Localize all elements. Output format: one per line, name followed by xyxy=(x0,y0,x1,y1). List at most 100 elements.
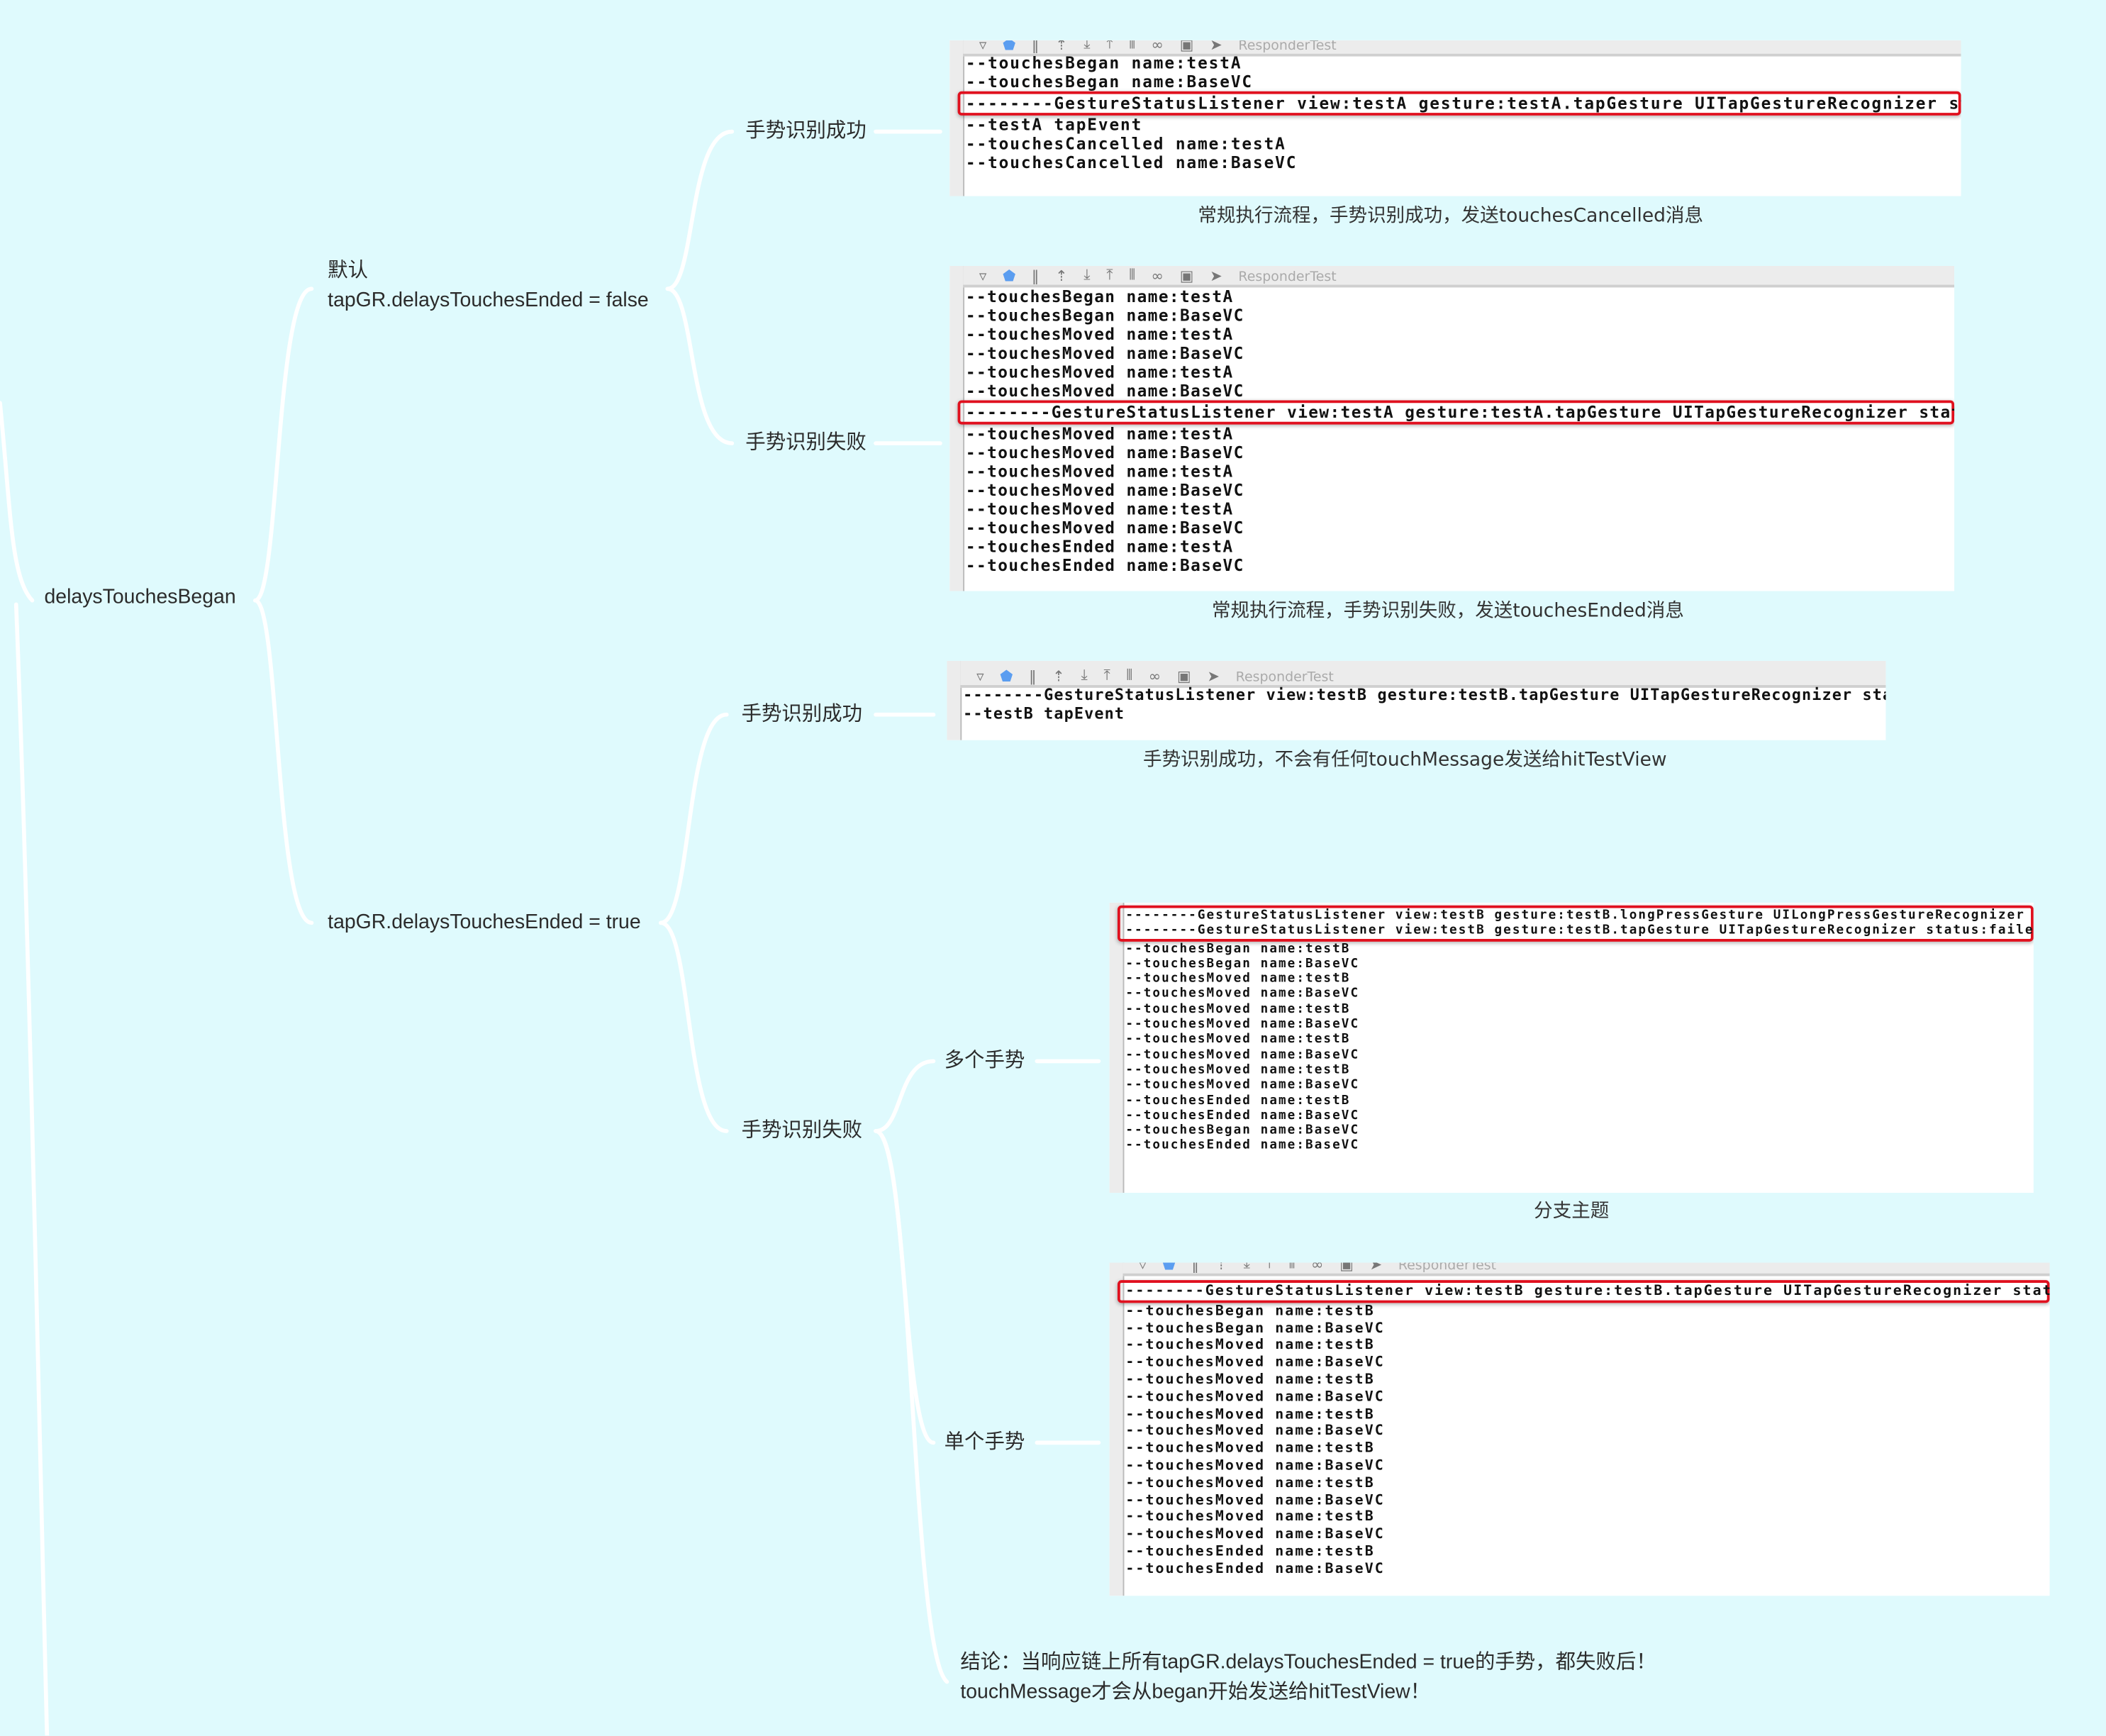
log-line: --touchesMoved name:BaseVC xyxy=(1125,1457,1385,1474)
log-line: --touchesEnded name:testB xyxy=(1125,1093,1351,1108)
console-toggle-icon[interactable]: ▿ xyxy=(1139,1262,1147,1274)
node-true-fail[interactable]: 手势识别失败 xyxy=(741,1118,863,1142)
step-out-icon[interactable]: ⤒ xyxy=(1266,1262,1273,1272)
step-in-icon[interactable]: ⤓ xyxy=(1081,666,1088,684)
log-line: --touchesMoved name:testA xyxy=(965,499,1234,519)
log-line: --touchesMoved name:BaseVC xyxy=(1125,1077,1360,1093)
step-out-icon[interactable]: ⤒ xyxy=(1103,666,1110,684)
connector-false-success xyxy=(665,129,735,291)
node-root[interactable]: delaysTouchesBegan xyxy=(44,585,236,609)
highlight-box: --------GestureStatusListener view:testA… xyxy=(957,91,1961,116)
highlight-box: --------GestureStatusListener view:testB… xyxy=(1117,905,2034,942)
console-log: --touchesBegan name:testA --touchesBegan … xyxy=(957,287,1955,575)
memory-graph-icon[interactable]: ∞ xyxy=(1311,1262,1324,1274)
location-icon[interactable]: ➤ xyxy=(1369,1262,1383,1274)
log-line: --touchesMoved name:testB xyxy=(1125,1508,1375,1525)
node-false-success[interactable]: 手势识别成功 xyxy=(745,119,867,143)
location-icon[interactable]: ➤ xyxy=(1207,667,1220,686)
environment-icon[interactable]: ▣ xyxy=(1176,667,1191,686)
log-line: --touchesMoved name:testB xyxy=(1125,1371,1375,1388)
step-over-icon[interactable]: ⇡ xyxy=(1052,667,1065,686)
step-over-icon[interactable]: ⇡ xyxy=(1055,40,1068,54)
step-over-icon[interactable]: ⇡ xyxy=(1055,267,1068,285)
node-default-false[interactable]: 默认 tapGR.delaysTouchesEnded = false xyxy=(328,257,649,316)
pause-icon[interactable]: ‖ xyxy=(1031,40,1040,54)
node-multi-gesture[interactable]: 多个手势 xyxy=(944,1049,1025,1072)
breakpoint-icon[interactable]: ⬟ xyxy=(1000,667,1013,686)
pause-icon[interactable]: ‖ xyxy=(1191,1262,1199,1274)
step-over-icon[interactable]: ⇡ xyxy=(1215,1262,1227,1274)
view-debugger-icon[interactable]: ⫴ xyxy=(1129,40,1135,52)
scheme-label: ResponderTest xyxy=(1238,40,1337,54)
step-out-icon[interactable]: ⤒ xyxy=(1106,266,1113,284)
log-line: --touchesEnded name:testB xyxy=(1125,1543,1375,1560)
log-line: --touchesMoved name:testB xyxy=(1125,1440,1375,1457)
log-line: --touchesBegan name:BaseVC xyxy=(1125,956,1360,972)
log-line: --touchesMoved name:testA xyxy=(965,325,1234,344)
pause-icon[interactable]: ‖ xyxy=(1029,667,1037,686)
location-icon[interactable]: ➤ xyxy=(1210,267,1222,285)
log-line: --touchesBegan name:BaseVC xyxy=(965,306,1244,326)
console-screenshot-p2: ▿ ⬟ ‖ ⇡ ⤓ ⤒ ⫴ ∞ ▣ ➤ ResponderTest --touchesBegan na… xyxy=(949,266,1955,591)
log-line: --touchesMoved name:BaseVC xyxy=(965,481,1244,500)
console-gutter xyxy=(949,266,965,591)
step-out-icon[interactable]: ⤒ xyxy=(1106,40,1113,52)
view-debugger-icon[interactable]: ⫴ xyxy=(1288,1262,1296,1272)
breakpoint-icon[interactable]: ⬟ xyxy=(1162,1262,1176,1274)
connector-conclusion xyxy=(874,1129,949,1684)
log-line: --touchesEnded name:testA xyxy=(965,537,1234,557)
breakpoint-icon[interactable]: ⬟ xyxy=(1003,267,1016,285)
connector-false-fail xyxy=(665,286,735,445)
environment-icon[interactable]: ▣ xyxy=(1339,1262,1354,1274)
node-true-success[interactable]: 手势识别成功 xyxy=(741,702,863,725)
conclusion-line-1: 结论：当响应链上所有tapGR.delaysTouchesEnded = tru… xyxy=(960,1650,1656,1674)
console-log: --------GestureStatusListener view:testB… xyxy=(963,685,1885,723)
node-false-fail[interactable]: 手势识别失败 xyxy=(745,431,867,455)
log-line: --------GestureStatusListener view:testB… xyxy=(1125,1282,2050,1299)
log-line: --touchesMoved name:testB xyxy=(1125,1001,1351,1017)
log-line: --touchesMoved name:BaseVC xyxy=(1125,986,1360,1002)
breakpoint-icon[interactable]: ⬟ xyxy=(1003,40,1016,54)
location-icon[interactable]: ➤ xyxy=(1210,40,1222,54)
node-delays-true[interactable]: tapGR.delaysTouchesEnded = true xyxy=(328,911,641,934)
console-screenshot-p5: ▿ ⬟ ‖ ⇡ ⤓ ⤒ ⫴ ∞ ▣ ➤ ResponderTest --------GestureSt… xyxy=(1109,1262,2050,1596)
log-line: --touchesMoved name:BaseVC xyxy=(1125,1017,1360,1032)
console-toggle-icon[interactable]: ▿ xyxy=(979,40,987,54)
console-toggle-icon[interactable]: ▿ xyxy=(979,267,987,285)
log-line: --------GestureStatusListener view:testB… xyxy=(1125,908,2025,923)
log-line: --touchesMoved name:BaseVC xyxy=(1125,1389,1385,1405)
scheme-label: ResponderTest xyxy=(1238,269,1337,285)
highlight-box: --------GestureStatusListener view:testB… xyxy=(1117,1280,2050,1303)
panel-caption: 分支主题 xyxy=(1534,1201,1610,1223)
log-line: --touchesBegan name:testB xyxy=(1125,941,1351,956)
log-line: --touchesEnded name:BaseVC xyxy=(1125,1138,1360,1154)
environment-icon[interactable]: ▣ xyxy=(1179,40,1194,54)
step-in-icon[interactable]: ⤓ xyxy=(1243,1262,1250,1272)
log-line: --------GestureStatusListener view:testA… xyxy=(965,403,1955,422)
log-line: --touchesBegan name:BaseVC xyxy=(1125,1320,1385,1336)
environment-icon[interactable]: ▣ xyxy=(1179,267,1194,285)
view-debugger-icon[interactable]: ⫴ xyxy=(1129,266,1135,284)
log-line: --touchesMoved name:BaseVC xyxy=(1125,1047,1360,1062)
memory-graph-icon[interactable]: ∞ xyxy=(1148,667,1161,686)
console-toggle-icon[interactable]: ▿ xyxy=(976,667,984,686)
panel-caption: 常规执行流程，手势识别失败，发送touchesEnded消息 xyxy=(1212,600,1684,623)
log-line: --touchesBegan name:testA xyxy=(965,53,1242,73)
log-line: --touchesBegan name:testB xyxy=(1125,1302,1375,1319)
pause-icon[interactable]: ‖ xyxy=(1031,267,1040,285)
step-in-icon[interactable]: ⤓ xyxy=(1083,40,1091,52)
node-conclusion[interactable]: 结论：当响应链上所有tapGR.delaysTouchesEnded = tru… xyxy=(960,1648,1656,1707)
memory-graph-icon[interactable]: ∞ xyxy=(1151,267,1164,285)
highlight-box: --------GestureStatusListener view:testA… xyxy=(957,400,1955,425)
node-single-gesture[interactable]: 单个手势 xyxy=(944,1430,1025,1454)
log-line: --touchesCancelled name:BaseVC xyxy=(965,153,1298,173)
conclusion-line-2: touchMessage才会从began开始发送给hitTestView！ xyxy=(960,1680,1431,1703)
log-line: --testA tapEvent xyxy=(965,116,1143,135)
log-line: --touchesMoved name:BaseVC xyxy=(965,381,1244,401)
log-line: --touchesEnded name:BaseVC xyxy=(1125,1108,1360,1123)
view-debugger-icon[interactable]: ⫴ xyxy=(1126,666,1133,684)
memory-graph-icon[interactable]: ∞ xyxy=(1151,40,1164,54)
log-line: --touchesMoved name:BaseVC xyxy=(1125,1491,1385,1508)
step-in-icon[interactable]: ⤓ xyxy=(1083,266,1091,284)
